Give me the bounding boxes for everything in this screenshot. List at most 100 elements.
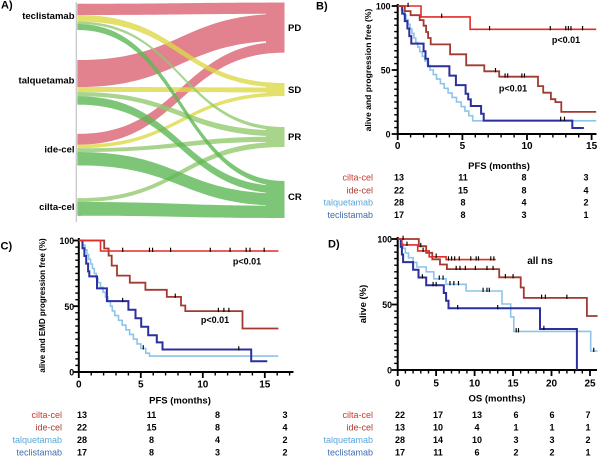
svg-text:p<0.01: p<0.01 bbox=[552, 35, 580, 45]
svg-text:28: 28 bbox=[77, 435, 87, 445]
svg-text:PR: PR bbox=[288, 132, 301, 143]
svg-text:teclistamab: teclistamab bbox=[327, 448, 373, 458]
svg-text:50: 50 bbox=[381, 66, 391, 76]
svg-text:0: 0 bbox=[76, 380, 82, 391]
svg-text:1: 1 bbox=[513, 423, 518, 433]
svg-text:B): B) bbox=[316, 0, 328, 12]
svg-text:6: 6 bbox=[513, 410, 518, 420]
svg-text:15: 15 bbox=[259, 380, 271, 391]
svg-text:3: 3 bbox=[282, 410, 287, 420]
svg-text:0: 0 bbox=[69, 368, 74, 378]
svg-text:p<0.01: p<0.01 bbox=[233, 257, 261, 267]
svg-text:1: 1 bbox=[583, 210, 588, 220]
svg-text:17: 17 bbox=[433, 410, 443, 420]
svg-text:alive and EMD progression free: alive and EMD progression free (%) bbox=[38, 238, 47, 373]
svg-text:50: 50 bbox=[382, 300, 392, 310]
svg-text:0: 0 bbox=[387, 366, 392, 376]
svg-text:2: 2 bbox=[549, 448, 554, 458]
svg-text:17: 17 bbox=[395, 448, 405, 458]
svg-text:13: 13 bbox=[77, 410, 87, 420]
svg-text:ide-cel: ide-cel bbox=[346, 423, 373, 433]
svg-text:7: 7 bbox=[585, 410, 590, 420]
svg-text:28: 28 bbox=[394, 198, 404, 208]
svg-text:25: 25 bbox=[584, 379, 596, 390]
svg-text:cilta-cel: cilta-cel bbox=[342, 173, 373, 183]
svg-text:10: 10 bbox=[521, 141, 533, 152]
svg-text:22: 22 bbox=[77, 423, 87, 433]
svg-text:talquetamab: talquetamab bbox=[323, 198, 373, 208]
svg-text:13: 13 bbox=[395, 423, 405, 433]
svg-text:28: 28 bbox=[395, 435, 405, 445]
svg-text:6: 6 bbox=[549, 410, 554, 420]
svg-text:PFS (months): PFS (months) bbox=[149, 396, 211, 407]
svg-text:A): A) bbox=[1, 0, 13, 12]
svg-text:teclistamab: teclistamab bbox=[327, 210, 373, 220]
svg-text:teclistamab: teclistamab bbox=[16, 448, 62, 458]
svg-text:11: 11 bbox=[147, 410, 157, 420]
svg-text:8: 8 bbox=[149, 448, 154, 458]
svg-text:p<0.01: p<0.01 bbox=[499, 84, 527, 94]
svg-text:ide-cel: ide-cel bbox=[44, 145, 74, 156]
svg-text:0: 0 bbox=[395, 141, 401, 152]
svg-text:OS (months): OS (months) bbox=[469, 394, 526, 405]
svg-text:13: 13 bbox=[394, 173, 404, 183]
svg-text:2: 2 bbox=[513, 448, 518, 458]
svg-text:10: 10 bbox=[433, 423, 443, 433]
svg-text:3: 3 bbox=[215, 448, 220, 458]
svg-text:5: 5 bbox=[433, 379, 439, 390]
svg-text:1: 1 bbox=[549, 423, 554, 433]
svg-text:4: 4 bbox=[521, 198, 526, 208]
svg-text:3: 3 bbox=[513, 435, 518, 445]
svg-text:8: 8 bbox=[521, 173, 526, 183]
svg-text:8: 8 bbox=[460, 198, 465, 208]
svg-text:0: 0 bbox=[386, 130, 391, 140]
svg-text:13: 13 bbox=[472, 410, 482, 420]
svg-text:100: 100 bbox=[376, 2, 391, 12]
svg-text:cilta-cel: cilta-cel bbox=[342, 410, 373, 420]
svg-text:D): D) bbox=[328, 239, 340, 251]
svg-text:22: 22 bbox=[394, 185, 404, 195]
svg-text:talquetamab: talquetamab bbox=[12, 435, 62, 445]
svg-text:17: 17 bbox=[394, 210, 404, 220]
svg-text:10: 10 bbox=[197, 380, 209, 391]
svg-text:14: 14 bbox=[433, 435, 443, 445]
svg-text:8: 8 bbox=[149, 435, 154, 445]
svg-text:2: 2 bbox=[282, 435, 287, 445]
svg-text:4: 4 bbox=[282, 423, 287, 433]
svg-text:alive (%): alive (%) bbox=[358, 285, 369, 324]
svg-text:SD: SD bbox=[288, 85, 301, 96]
svg-text:6: 6 bbox=[474, 448, 479, 458]
svg-text:ide-cel: ide-cel bbox=[35, 423, 62, 433]
svg-text:100: 100 bbox=[60, 236, 75, 246]
svg-text:p<0.01: p<0.01 bbox=[201, 315, 229, 325]
svg-text:15: 15 bbox=[146, 423, 156, 433]
svg-text:8: 8 bbox=[215, 423, 220, 433]
svg-text:3: 3 bbox=[583, 173, 588, 183]
svg-text:3: 3 bbox=[549, 435, 554, 445]
svg-text:4: 4 bbox=[474, 423, 479, 433]
svg-text:ide-cel: ide-cel bbox=[346, 185, 373, 195]
svg-text:2: 2 bbox=[282, 448, 287, 458]
svg-text:4: 4 bbox=[215, 435, 220, 445]
svg-text:PFS (months): PFS (months) bbox=[468, 161, 530, 172]
svg-text:all ns: all ns bbox=[527, 256, 553, 267]
svg-text:15: 15 bbox=[586, 141, 598, 152]
svg-text:11: 11 bbox=[458, 173, 468, 183]
svg-text:22: 22 bbox=[395, 410, 405, 420]
svg-text:15: 15 bbox=[458, 185, 468, 195]
svg-text:5: 5 bbox=[138, 380, 144, 391]
svg-text:0: 0 bbox=[395, 379, 401, 390]
svg-text:2: 2 bbox=[585, 435, 590, 445]
svg-text:2: 2 bbox=[583, 198, 588, 208]
svg-text:PD: PD bbox=[288, 23, 301, 34]
svg-text:teclistamab: teclistamab bbox=[22, 11, 74, 22]
svg-text:cilta-cel: cilta-cel bbox=[31, 410, 62, 420]
svg-text:8: 8 bbox=[215, 410, 220, 420]
svg-text:5: 5 bbox=[460, 141, 466, 152]
svg-text:3: 3 bbox=[521, 210, 526, 220]
svg-text:1: 1 bbox=[585, 423, 590, 433]
svg-text:50: 50 bbox=[64, 302, 74, 312]
svg-text:10: 10 bbox=[472, 435, 482, 445]
svg-text:100: 100 bbox=[377, 235, 392, 245]
svg-text:CR: CR bbox=[288, 192, 302, 203]
